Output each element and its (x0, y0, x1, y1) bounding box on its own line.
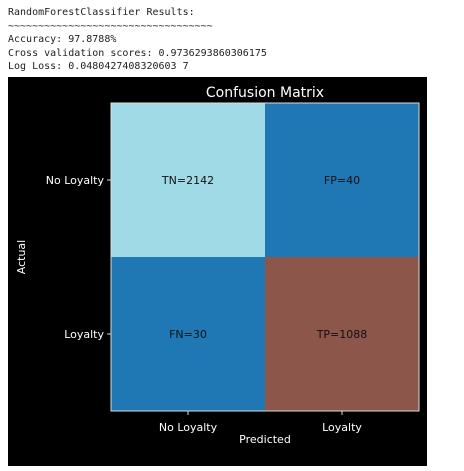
confusion-matrix-figure: Confusion Matrix TN=2142 FP=40 FN=30 TP=108… (8, 77, 427, 466)
chart-title: Confusion Matrix (206, 85, 324, 101)
x-tick-label: No Loyalty (159, 421, 218, 434)
x-axis-label: Predicted (239, 433, 291, 446)
x-tick-label: Loyalty (322, 421, 362, 434)
cv-scores-line: Cross validation scores: 0.9736293860306… (8, 47, 267, 59)
accuracy-line: Accuracy: 97.8788% (8, 34, 117, 45)
matrix-cell (111, 257, 265, 411)
matrix-cell (265, 103, 419, 257)
cell-label: FP=40 (324, 174, 360, 187)
separator-line: ~~~~~~~~~~~~~~~~~~~~~~~~~~~~~~~~~~ (8, 20, 213, 32)
log-loss-line: Log Loss: 0.0480427408320603 7 (8, 61, 189, 72)
cell-label: FN=30 (169, 328, 207, 341)
cell-label: TN=2142 (161, 174, 214, 187)
cell-label: TP=1088 (316, 328, 368, 341)
y-axis-label: Actual (15, 240, 28, 274)
y-tick-label: No Loyalty (46, 174, 105, 187)
matrix-cell (265, 257, 419, 411)
plot-frame (110, 102, 420, 412)
confusion-matrix-chart: Confusion Matrix TN=2142 FP=40 FN=30 TP=108… (15, 85, 420, 446)
console-output: RandomForestClassifier Results: ~~~~~~~~… (8, 6, 267, 74)
matrix-cell (111, 103, 265, 257)
y-tick-label: Loyalty (64, 328, 104, 341)
results-header: RandomForestClassifier Results: (8, 7, 195, 18)
